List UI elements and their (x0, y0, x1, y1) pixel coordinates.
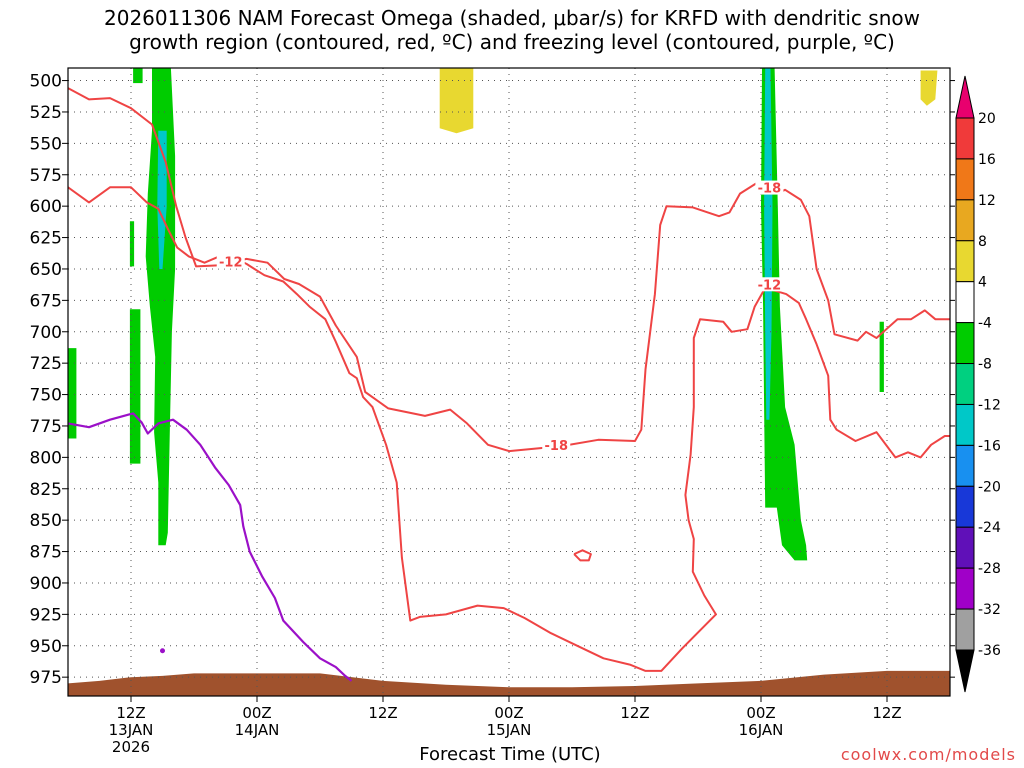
colorbar-label-7: -12 (978, 397, 1001, 413)
x-tick-label-54-1: 12Z (620, 704, 649, 722)
colorbar: 20 16 12 8 4 -4 -8 -12 -16 -20 -24 -28 -32 -36 (955, 75, 1001, 693)
x-tick-label-6-3: 2026 (112, 738, 150, 756)
y-tick-label-750: 750 (30, 386, 62, 406)
colorbar-bottom-triangle (955, 649, 975, 693)
colorbar-bin-12 (955, 608, 975, 651)
chart-title-line2: growth region (contoured, red, ºC) and f… (129, 30, 895, 54)
colorbar-label-2: 12 (978, 193, 996, 209)
y-tick-label-800: 800 (30, 448, 62, 468)
contour-label-bg-3 (755, 277, 784, 292)
colorbar-label-10: -24 (978, 520, 1001, 536)
x-tick-label-6-1: 12Z (116, 704, 145, 722)
contour-label-1: -18 (545, 439, 569, 454)
contour-labels-layer: -12 -18 -18 -12 (216, 180, 784, 454)
plot-frame (67, 67, 951, 697)
chart-title: 2026011306 NAM Forecast Omega (shaded, μ… (0, 6, 1024, 54)
y-tick-label-600: 600 (30, 197, 62, 217)
contour-label-bg-2 (755, 180, 784, 195)
x-tick-label-66-1: 00Z (746, 704, 775, 722)
colorbar-top-triangle (955, 75, 975, 119)
colorbar-bin-3 (955, 240, 975, 283)
chart-title-line1: 2026011306 NAM Forecast Omega (shaded, μ… (104, 6, 920, 30)
colorbar-bin-7 (955, 403, 975, 446)
contour-label-2: -18 (758, 182, 782, 197)
colorbar-label-6: -8 (978, 357, 992, 373)
watermark: coolwx.com/models (840, 745, 1016, 764)
x-tick-label-78-1: 12Z (872, 704, 901, 722)
x-tick-label-30-1: 12Z (368, 704, 397, 722)
x-tick-label-18-1: 00Z (242, 704, 271, 722)
dgz-minus12-line (68, 87, 950, 453)
y-tick-label-925: 925 (30, 605, 62, 625)
x-tick-label-42-2: 15JAN (487, 721, 532, 739)
y-tick-label-500: 500 (30, 72, 62, 92)
x-tick-label-6-2: 13JAN (109, 721, 154, 739)
omega-region-green-late-small (879, 321, 884, 392)
colorbar-bin-1 (955, 158, 975, 201)
omega-region-green-strip-a (129, 309, 141, 464)
y-tick-label-625: 625 (30, 229, 62, 249)
terrain-fill (68, 670, 950, 696)
dgz-small-loop (573, 549, 592, 562)
colorbar-label-11: -28 (978, 561, 1001, 577)
colorbar-bin-10 (955, 526, 975, 569)
x-tick-label-18-2: 14JAN (235, 721, 280, 739)
contour-label-bg-0 (216, 254, 245, 269)
colorbar-label-1: 16 (978, 152, 996, 168)
contour-label-3: -12 (758, 278, 782, 293)
y-tick-label-775: 775 (30, 417, 62, 437)
y-tick-label-975: 975 (30, 668, 62, 688)
omega-region-yellow-mid-top (439, 68, 474, 134)
y-tick-label-950: 950 (30, 637, 62, 657)
x-axis-label: Forecast Time (UTC) (419, 744, 601, 765)
colorbar-bin-2 (955, 199, 975, 242)
colorbar-label-13: -36 (978, 643, 1001, 659)
axes-layer: 500 525 550 575 600 625 650 675 700 725 750 775 800 8… (30, 67, 955, 756)
colorbar-bin-4 (955, 281, 975, 324)
contour-label-0: -12 (219, 256, 243, 271)
colorbar-bin-8 (955, 444, 975, 487)
colorbar-label-9: -20 (978, 479, 1001, 495)
colorbar-bin-0 (955, 117, 975, 160)
gridlines (68, 68, 950, 696)
x-tick-label-66-2: 16JAN (739, 721, 784, 739)
omega-region-green-strip-b (129, 221, 135, 267)
y-tick-label-900: 900 (30, 574, 62, 594)
y-tick-label-575: 575 (30, 166, 62, 186)
colorbar-label-5: -4 (978, 316, 992, 332)
omega-region-green-left-edge (68, 348, 77, 439)
y-tick-label-525: 525 (30, 103, 62, 123)
y-tick-label-700: 700 (30, 323, 62, 343)
y-tick-label-850: 850 (30, 511, 62, 531)
colorbar-label-0: 20 (978, 111, 996, 127)
colorbar-bin-9 (955, 485, 975, 528)
colorbar-bin-5 (955, 322, 975, 365)
y-tick-label-875: 875 (30, 543, 62, 563)
colorbar-label-3: 8 (978, 234, 987, 250)
colorbar-bin-11 (955, 567, 975, 610)
y-tick-label-825: 825 (30, 480, 62, 500)
colorbar-label-4: 4 (978, 275, 987, 291)
contour-label-bg-1 (542, 438, 571, 453)
omega-region-yellow-late-top (920, 70, 938, 106)
y-tick-label-725: 725 (30, 354, 62, 374)
colorbar-label-8: -16 (978, 438, 1001, 454)
omega-region-green-early-top (133, 68, 143, 84)
y-tick-label-675: 675 (30, 291, 62, 311)
freezing-level-line (68, 412, 353, 682)
x-tick-label-42-1: 00Z (494, 704, 523, 722)
omega-region-cyan-early-core (157, 130, 167, 269)
omega-shading-layer (68, 68, 950, 696)
omega-region-green-early-column (145, 68, 176, 546)
y-tick-label-650: 650 (30, 260, 62, 280)
dgz-contours-layer (68, 87, 950, 682)
colorbar-bin-6 (955, 363, 975, 405)
colorbar-label-12: -32 (978, 602, 1001, 618)
freezing-level-dot (160, 648, 165, 654)
dgz-minus18-line (68, 186, 950, 672)
y-tick-label-550: 550 (30, 134, 62, 154)
